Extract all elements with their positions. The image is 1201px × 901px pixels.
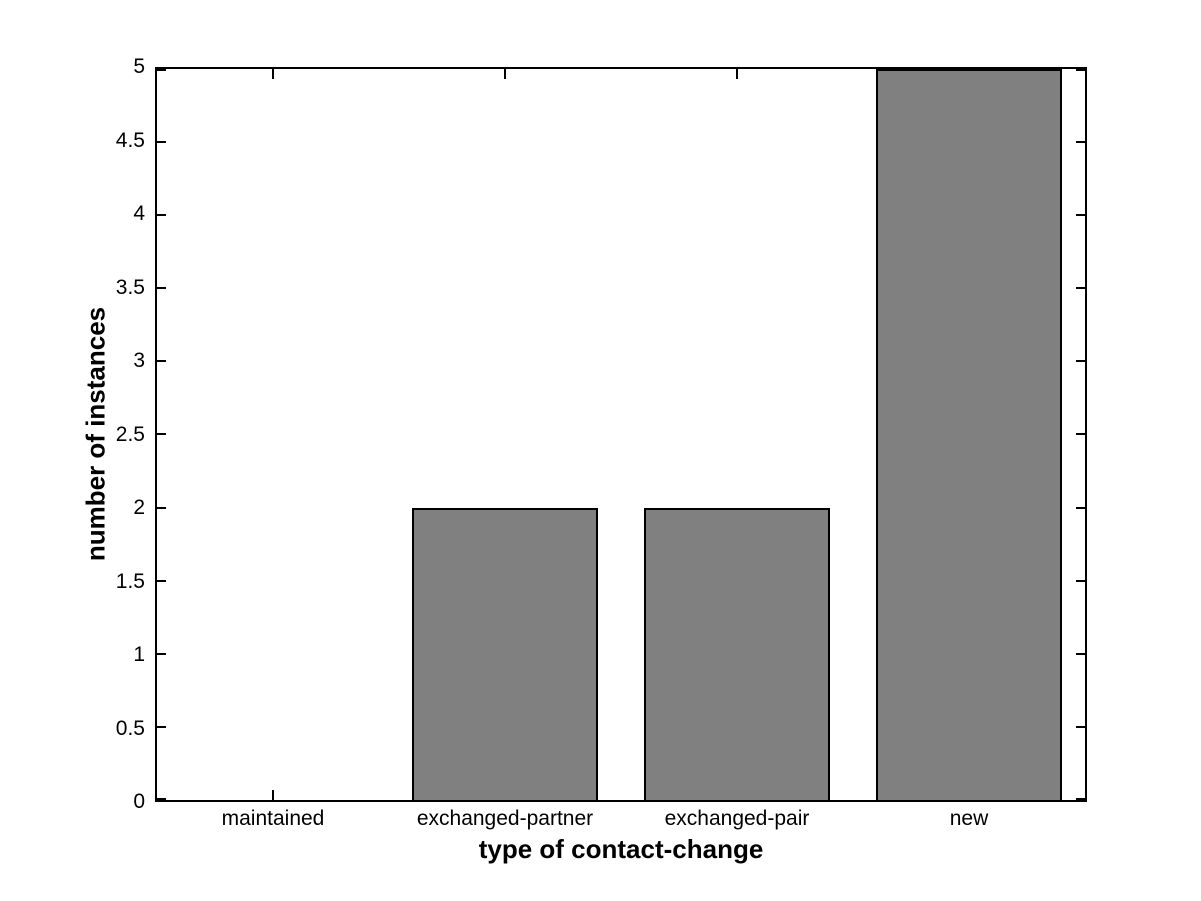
- y-tick-label: 2.5: [115, 423, 145, 446]
- y-tick-mark: [1076, 580, 1085, 582]
- y-tick-mark: [1076, 433, 1085, 435]
- x-tick-label: exchanged-partner: [416, 807, 594, 830]
- x-tick-label: maintained: [221, 807, 325, 830]
- y-tick-mark: [1076, 287, 1085, 289]
- y-tick-mark: [1076, 726, 1085, 728]
- x-tick-mark: [504, 69, 506, 79]
- x-tick-mark: [272, 69, 274, 79]
- y-tick-mark: [1076, 214, 1085, 216]
- y-tick-label: 4: [133, 202, 145, 225]
- y-tick-mark: [157, 653, 166, 655]
- y-tick-label: 3: [133, 349, 145, 372]
- y-tick-label: 4.5: [115, 129, 145, 152]
- y-tick-mark: [1076, 69, 1085, 71]
- x-tick-mark: [736, 69, 738, 79]
- bar-exchanged-partner: [412, 507, 598, 800]
- y-tick-label: 5: [133, 55, 145, 78]
- y-tick-mark: [1076, 360, 1085, 362]
- x-tick-label: new: [949, 807, 989, 830]
- x-tick-mark: [272, 790, 274, 800]
- y-tick-label: 1.5: [115, 570, 145, 593]
- y-tick-mark: [157, 726, 166, 728]
- y-tick-label: 1: [133, 643, 145, 666]
- y-tick-label: 0.5: [115, 717, 145, 740]
- y-tick-mark: [1076, 507, 1085, 509]
- y-tick-mark: [157, 433, 166, 435]
- y-tick-mark: [157, 580, 166, 582]
- y-tick-mark: [157, 360, 166, 362]
- y-tick-mark: [157, 798, 166, 800]
- bar-exchanged-pair: [644, 507, 830, 800]
- y-tick-mark: [157, 69, 166, 71]
- bar-new: [876, 69, 1062, 800]
- y-tick-label: 3.5: [115, 276, 145, 299]
- y-tick-mark: [157, 214, 166, 216]
- y-tick-label: 0: [133, 790, 145, 813]
- y-tick-mark: [1076, 141, 1085, 143]
- x-axis-label: type of contact-change: [478, 834, 764, 864]
- y-tick-mark: [1076, 653, 1085, 655]
- y-tick-mark: [157, 141, 166, 143]
- x-tick-label: exchanged-pair: [664, 807, 810, 830]
- plot-area: [155, 67, 1087, 802]
- y-tick-label: 2: [133, 496, 145, 519]
- y-tick-mark: [157, 287, 166, 289]
- y-tick-mark: [1076, 798, 1085, 800]
- y-tick-mark: [157, 507, 166, 509]
